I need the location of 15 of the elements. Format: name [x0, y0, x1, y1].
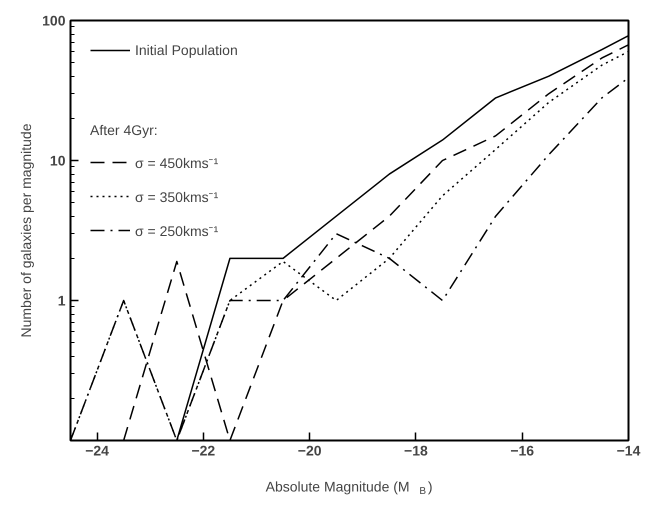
legend-label: σ = 350kms⁻¹ [135, 188, 218, 206]
y-tick-label: 10 [50, 152, 66, 168]
y-tick-label: 1 [58, 292, 66, 308]
y-tick-label: 100 [42, 12, 66, 28]
x-tick-label: −16 [510, 442, 534, 458]
x-tick-label: −18 [404, 442, 428, 458]
x-tick-label: −24 [85, 442, 110, 458]
legend-label: σ = 250kms⁻¹ [135, 222, 218, 240]
legend-title: After 4Gyr: [90, 122, 159, 138]
x-tick-label: −14 [616, 442, 641, 458]
x-tick-label: −20 [298, 442, 322, 458]
x-tick-label: −22 [191, 442, 216, 458]
y-axis-title: Number of galaxies per magnitude [18, 123, 34, 338]
legend-label: Initial Population [135, 42, 238, 58]
legend-label: σ = 450kms⁻¹ [135, 154, 218, 172]
